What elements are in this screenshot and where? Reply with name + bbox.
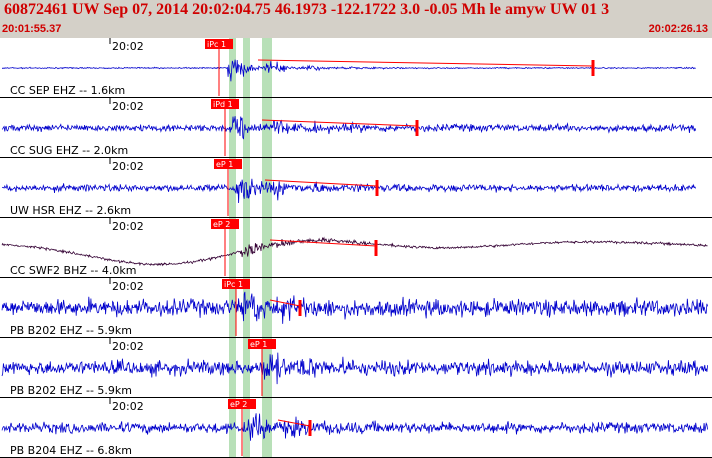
start-time: 20:01:55.37 bbox=[2, 23, 62, 35]
minute-tick-label: 20:02 bbox=[112, 400, 144, 413]
end-time: 20:02:26.13 bbox=[648, 23, 708, 35]
coda-line bbox=[277, 419, 311, 427]
station-label: PB B202 EHZ -- 5.9km bbox=[10, 324, 132, 337]
seismic-trace bbox=[1, 116, 697, 140]
station-label: CC SUG EHZ -- 2.0km bbox=[10, 144, 128, 157]
minute-tick-label: 20:02 bbox=[112, 160, 144, 173]
seismogram-plot[interactable]: 20:02 iPc 1 CC SEP EHZ -- 1.6km 20:02 iPd 1 C… bbox=[0, 38, 712, 458]
phase-pick-label: iPd 1 bbox=[213, 100, 233, 109]
coda-line bbox=[269, 299, 301, 307]
station-label: PB B202 EHZ -- 5.9km bbox=[10, 384, 132, 397]
seismic-trace bbox=[1, 352, 708, 385]
phase-pick-flag[interactable] bbox=[205, 39, 233, 49]
trace-panel[interactable]: 20:02 eP 1 PB B202 EHZ -- 5.9km bbox=[0, 338, 712, 398]
coda-line bbox=[264, 179, 378, 187]
minute-tick-label: 20:02 bbox=[112, 340, 144, 353]
pick-window-3 bbox=[262, 38, 272, 458]
trace-panel[interactable]: 20:02 iPc 1 CC SEP EHZ -- 1.6km bbox=[0, 38, 712, 98]
minute-tick-label: 20:02 bbox=[112, 220, 144, 233]
phase-pick-label: iPc 1 bbox=[224, 280, 243, 289]
coda-line bbox=[261, 119, 418, 127]
phase-pick-flag[interactable] bbox=[222, 279, 250, 289]
event-header: 60872461 UW Sep 07, 2014 20:02:04.75 46.… bbox=[0, 0, 712, 38]
trace-panel[interactable]: 20:02 eP 2 CC SWF2 BHZ -- 4.0km bbox=[0, 218, 712, 278]
station-label: PB B204 EHZ -- 6.8km bbox=[10, 444, 132, 457]
pick-window-2 bbox=[243, 38, 250, 458]
coda-line bbox=[269, 239, 377, 247]
station-label: UW HSR EHZ -- 2.6km bbox=[10, 204, 131, 217]
seismic-trace bbox=[1, 178, 697, 204]
phase-pick-label: iPc 1 bbox=[207, 40, 226, 49]
phase-pick-label: eP 2 bbox=[213, 220, 230, 229]
trace-panel[interactable]: 20:02 eP 1 UW HSR EHZ -- 2.6km bbox=[0, 158, 712, 218]
trace-panel[interactable]: 20:02 eP 2 PB B204 EHZ -- 6.8km bbox=[0, 398, 712, 458]
trace-panel[interactable]: 20:02 iPc 1 PB B202 EHZ -- 5.9km bbox=[0, 278, 712, 338]
phase-pick-flag[interactable] bbox=[214, 159, 242, 169]
seismic-trace bbox=[1, 236, 708, 267]
phase-pick-label: eP 2 bbox=[230, 400, 247, 409]
pick-windows bbox=[229, 38, 272, 458]
phase-pick-label: eP 1 bbox=[250, 340, 267, 349]
pick-window-1 bbox=[229, 38, 236, 458]
station-label: CC SWF2 BHZ -- 4.0km bbox=[10, 264, 136, 277]
coda-line bbox=[257, 59, 594, 67]
event-title: 60872461 UW Sep 07, 2014 20:02:04.75 46.… bbox=[4, 1, 610, 18]
minute-tick-label: 20:02 bbox=[112, 280, 144, 293]
phase-pick-flag[interactable] bbox=[248, 339, 276, 349]
phase-pick-label: eP 1 bbox=[216, 160, 233, 169]
station-label: CC SEP EHZ -- 1.6km bbox=[10, 84, 125, 97]
seismic-trace bbox=[1, 59, 696, 82]
trace-panel[interactable]: 20:02 iPd 1 CC SUG EHZ -- 2.0km bbox=[0, 98, 712, 158]
phase-pick-flag[interactable] bbox=[211, 219, 239, 229]
minute-tick-label: 20:02 bbox=[112, 40, 144, 53]
seismic-trace bbox=[1, 413, 708, 441]
phase-pick-flag[interactable] bbox=[211, 99, 239, 109]
phase-pick-flag[interactable] bbox=[228, 399, 256, 409]
seismic-trace bbox=[1, 291, 708, 324]
minute-tick-label: 20:02 bbox=[112, 100, 144, 113]
